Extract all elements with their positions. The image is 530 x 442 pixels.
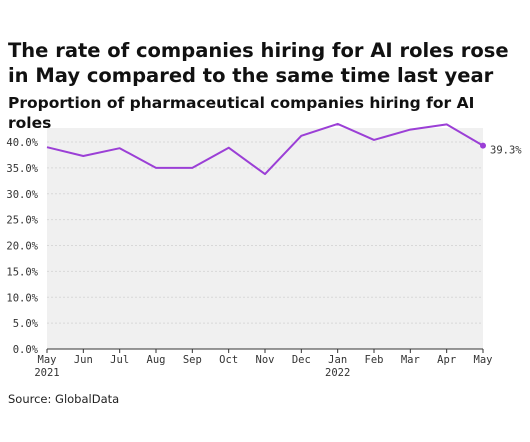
x-tick-label: Sep (183, 354, 202, 366)
x-tick-label: Mar (401, 354, 420, 366)
y-tick-label: 15.0% (6, 266, 38, 278)
source-note: Source: GlobalData (8, 392, 120, 406)
y-tick-label: 30.0% (6, 189, 38, 201)
x-tick-label: Jan 2022 (325, 354, 350, 379)
y-tick-label: 10.0% (6, 292, 38, 304)
last-value-label: 39.3% (490, 145, 522, 157)
y-tick-label: 25.0% (6, 215, 38, 227)
plot-background (47, 128, 483, 349)
x-tick-label: Oct (219, 354, 238, 366)
y-tick-label: 20.0% (6, 241, 38, 253)
chart-subtitle: Proportion of pharmaceutical companies h… (8, 94, 475, 132)
y-tick-label: 0.0% (13, 344, 39, 356)
x-tick-label: Jun (74, 354, 93, 366)
x-tick-label: Feb (365, 354, 384, 366)
y-tick-label: 40.0% (6, 137, 38, 149)
chart-title: The rate of companies hiring for AI role… (8, 39, 509, 87)
x-tick-label: Aug (147, 354, 166, 366)
y-tick-label: 5.0% (13, 318, 39, 330)
x-tick-label: May 2021 (34, 354, 59, 379)
y-tick-label: 35.0% (6, 163, 38, 175)
last-point-marker (480, 142, 486, 149)
series-line (46, 122, 484, 176)
x-tick-label: Apr (437, 354, 456, 366)
x-tick-label: Jul (110, 354, 129, 366)
x-tick-label: May (474, 354, 493, 366)
x-tick-label: Nov (256, 354, 275, 366)
x-tick-label: Dec (292, 354, 311, 366)
